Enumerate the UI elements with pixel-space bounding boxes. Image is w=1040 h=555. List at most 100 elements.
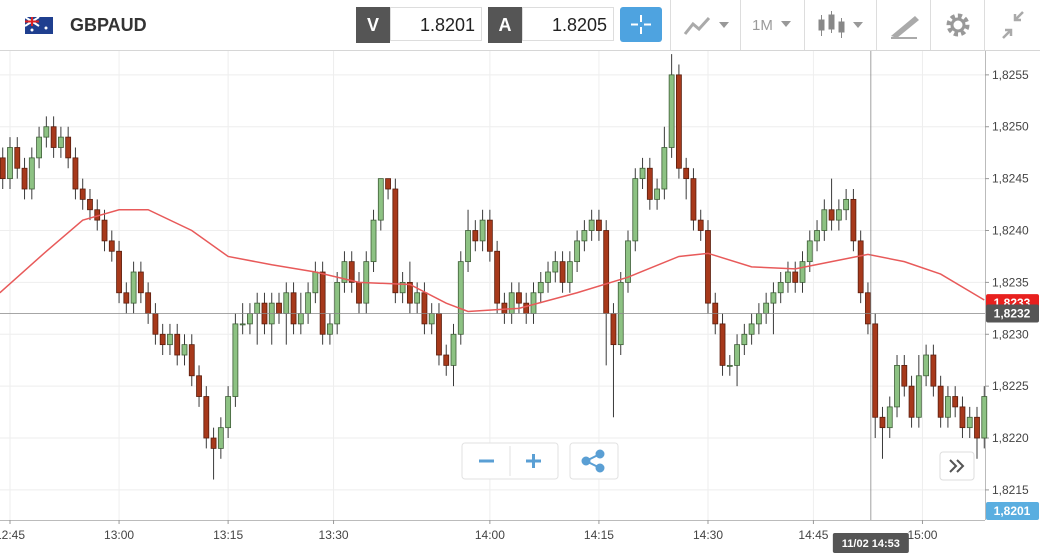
moving-average-line	[0, 209, 985, 313]
candle-body	[79, 188, 86, 200]
x-tick-label: 14:15	[584, 528, 614, 542]
pen-icon	[891, 16, 919, 39]
candle-body	[428, 313, 435, 325]
candle-body	[392, 188, 399, 294]
bid-label[interactable]: V	[356, 7, 390, 43]
candle-body	[210, 437, 217, 449]
candle-body	[574, 240, 581, 263]
candle-body	[225, 396, 232, 429]
ask-label[interactable]: A	[488, 7, 522, 43]
candle-type-button[interactable]	[804, 0, 877, 50]
candle-body	[879, 416, 886, 429]
candle-body	[472, 230, 479, 242]
candle-body	[276, 302, 282, 314]
candle-body	[508, 292, 515, 314]
candle-body	[865, 292, 871, 325]
collapse-button[interactable]	[984, 0, 1040, 50]
candle-body	[777, 281, 784, 294]
candle-body	[516, 292, 522, 304]
bid-price[interactable]: 1.8201	[390, 7, 482, 41]
zoom-controls	[461, 442, 975, 481]
candle-body	[457, 261, 464, 335]
candle-body	[305, 292, 311, 314]
bid-tag-label: 1,8201	[994, 504, 1031, 518]
candle-body	[596, 219, 602, 231]
candle-body	[406, 281, 413, 304]
candle-body	[479, 219, 486, 242]
candle-body	[174, 333, 181, 356]
candle-body	[945, 396, 951, 418]
candle-body	[486, 219, 493, 252]
zoom-in-button[interactable]	[526, 454, 541, 468]
candle-body	[370, 219, 377, 263]
flag-icon	[25, 17, 53, 34]
crosshair-time-label: 11/02 14:53	[842, 538, 900, 550]
candle-body	[959, 406, 966, 429]
candle-body	[581, 230, 588, 242]
candle-body	[537, 281, 544, 294]
candle-body	[36, 136, 42, 159]
crosshair-button[interactable]	[620, 7, 662, 42]
candle-body	[494, 250, 501, 304]
price-tag	[986, 304, 1039, 323]
candle-body	[327, 323, 333, 335]
candle-body	[690, 178, 697, 221]
candle-body	[792, 271, 799, 283]
candle-body	[610, 313, 617, 346]
candle-body	[312, 271, 319, 294]
candle-body	[0, 157, 6, 180]
chart-type-button[interactable]	[670, 0, 741, 50]
candle-body	[719, 323, 726, 366]
ask-price[interactable]: 1.8205	[522, 7, 614, 41]
candle-body	[683, 167, 690, 180]
candle-body	[770, 292, 777, 304]
candle-body	[152, 313, 159, 335]
candle-body	[297, 313, 304, 325]
draw-tools-button[interactable]	[876, 0, 931, 50]
candle-body	[755, 313, 762, 325]
candle-body	[130, 271, 137, 304]
candle-body	[523, 302, 530, 314]
candle-body	[828, 209, 835, 221]
x-tick-label: 15:00	[907, 528, 937, 542]
dropdown-icon	[781, 21, 791, 27]
timeframe-button[interactable]	[740, 0, 805, 50]
candle-body	[530, 292, 537, 314]
candle-body	[385, 178, 391, 190]
candle-body	[414, 292, 421, 304]
y-tick-label: 1,8230	[992, 327, 1029, 341]
plot-area	[0, 51, 985, 520]
candle-body	[167, 333, 173, 346]
settings-button[interactable]	[930, 0, 985, 50]
candle-body	[181, 344, 188, 356]
chart-type-icon	[683, 16, 729, 35]
candle-body	[886, 406, 893, 429]
candle-body	[21, 167, 28, 190]
candle-body	[50, 126, 57, 148]
chart: 1,8215 1,8220 1,8225 1,8230 1,8235 1,8240 1,82…	[0, 51, 1039, 553]
x-tick-label: 13:15	[213, 528, 243, 542]
candle-body	[676, 74, 682, 169]
candle-body	[348, 261, 355, 283]
candle-body	[603, 230, 610, 314]
candle-body	[799, 261, 806, 283]
candle-body	[588, 219, 595, 231]
candle-body	[734, 344, 740, 366]
x-tick-label: 14:45	[798, 528, 828, 542]
share-button[interactable]	[569, 442, 619, 480]
candle-body	[763, 302, 770, 314]
share-icon	[581, 449, 605, 473]
candle-body	[545, 271, 551, 283]
candle-body	[232, 323, 239, 397]
y-tick-label: 1,8245	[992, 172, 1029, 186]
candle-body	[247, 313, 253, 325]
timeframe[interactable]: 1M	[752, 17, 773, 34]
y-tick-label: 1,8240	[992, 224, 1029, 238]
y-tick-label: 1,8250	[992, 120, 1029, 134]
x-tick-label: 14:00	[475, 528, 505, 542]
candle-body	[356, 281, 362, 304]
symbol: GBPAUD	[70, 15, 147, 35]
y-tick-label: 1,8225	[992, 379, 1029, 393]
candle-body	[290, 292, 297, 325]
